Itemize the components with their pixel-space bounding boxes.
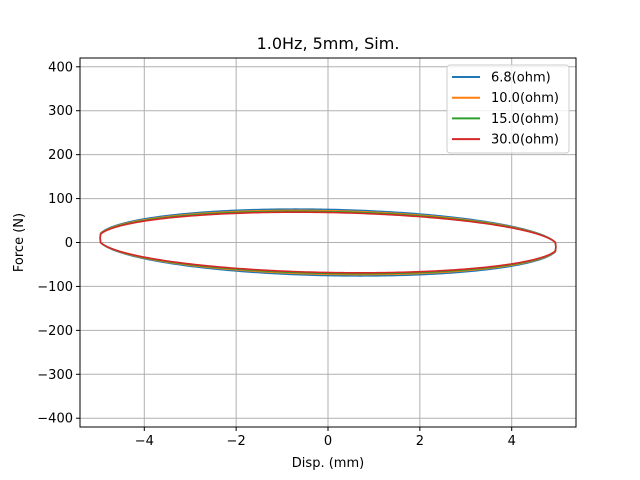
chart-title: 1.0Hz, 5mm, Sim. [257, 34, 400, 53]
y-tick-label: 300 [48, 104, 73, 119]
y-tick-label: −200 [37, 324, 73, 339]
x-tick-label: 0 [324, 434, 332, 449]
ticks: −4 −2 0 2 4 −400 −300 −200 −100 0 100 200 300 400 [37, 60, 516, 449]
y-axis-label: Force (N) [12, 213, 27, 272]
legend-label: 10.0(ohm) [491, 91, 559, 106]
y-tick-label: −400 [37, 412, 73, 427]
y-tick-label: 400 [48, 60, 73, 75]
y-tick-label: 200 [48, 148, 73, 163]
x-tick-label: 4 [508, 434, 516, 449]
x-tick-label: −4 [135, 434, 154, 449]
y-tick-label: 100 [48, 192, 73, 207]
legend-label: 15.0(ohm) [491, 112, 559, 127]
x-tick-label: −2 [227, 434, 246, 449]
legend-label: 30.0(ohm) [491, 133, 559, 148]
series-line-3 [99, 211, 557, 274]
legend-label: 6.8(ohm) [491, 71, 551, 86]
x-tick-label: 2 [416, 434, 424, 449]
y-tick-label: −100 [37, 280, 73, 295]
x-axis-label: Disp. (mm) [292, 456, 364, 471]
y-tick-label: 0 [65, 236, 73, 251]
y-tick-label: −300 [37, 368, 73, 383]
legend-box [446, 64, 570, 154]
series-layer [99, 208, 557, 277]
legend: 6.8(ohm) 10.0(ohm) 15.0(ohm) 30.0(ohm) [446, 64, 570, 154]
